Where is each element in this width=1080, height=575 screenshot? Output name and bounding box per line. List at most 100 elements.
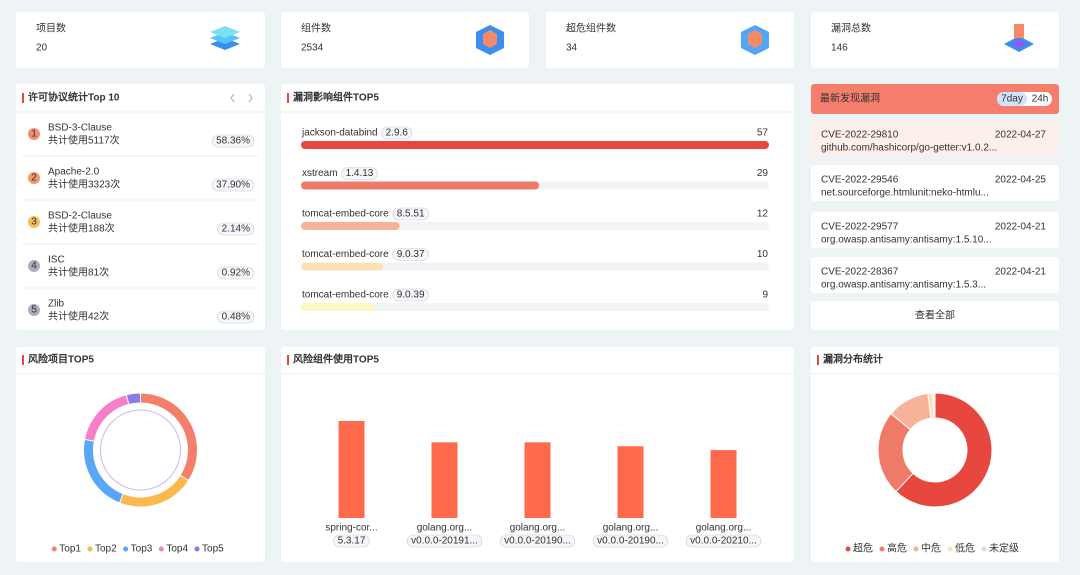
track xyxy=(301,303,769,311)
track xyxy=(301,262,769,271)
rank: 2 xyxy=(31,173,37,184)
pill xyxy=(392,288,429,302)
pill-text: 1.4.13 xyxy=(346,168,374,179)
component-name: xstream xyxy=(302,168,338,179)
pill-text: 8.5.51 xyxy=(397,209,425,220)
legend-dot xyxy=(194,546,200,552)
stat-value: 20 xyxy=(36,43,48,54)
legend-label: 低危 xyxy=(955,542,975,555)
card xyxy=(16,12,265,68)
legend-label: Top5 xyxy=(202,544,224,555)
vuln-item[interactable] xyxy=(811,257,1059,293)
license-usage: 共计使用81次 xyxy=(48,266,109,279)
pill-text: 5.3.17 xyxy=(338,536,366,547)
bar xyxy=(524,442,551,518)
pill-text: 58.36% xyxy=(216,136,250,147)
legend-label: Top1 xyxy=(59,544,81,555)
x-tick-label: golang.org... xyxy=(603,523,659,534)
progress-bar xyxy=(301,181,540,190)
icon xyxy=(210,26,240,50)
inner-ring xyxy=(100,409,181,491)
progress-bar xyxy=(301,141,769,149)
rank: 1 xyxy=(31,129,37,140)
pill-text: v0.0.0-20191... xyxy=(411,536,478,547)
progress-bar xyxy=(301,303,375,311)
legend-dot xyxy=(845,546,851,552)
card xyxy=(546,12,794,68)
card xyxy=(281,12,529,68)
component-name: tomcat-embed-core xyxy=(302,249,389,260)
vuln-date: 2022-04-25 xyxy=(995,175,1047,186)
title-marker xyxy=(817,355,819,365)
legend-dot xyxy=(981,546,987,552)
rank-badge xyxy=(28,172,40,184)
vuln-item[interactable] xyxy=(811,165,1059,201)
legend-dot xyxy=(913,546,919,552)
title-marker xyxy=(287,355,289,365)
tab[interactable]: 7day xyxy=(1001,94,1023,105)
legend-dot xyxy=(158,546,164,552)
license-usage: 共计使用188次 xyxy=(48,222,115,235)
section-title: 风险组件使用TOP5 xyxy=(293,353,379,366)
pill-text: 2.9.6 xyxy=(386,128,409,139)
view-all[interactable]: 查看全部 xyxy=(915,309,955,322)
component-count: 10 xyxy=(757,249,769,260)
pill xyxy=(217,266,255,280)
vuln-package: github.com/hashicorp/go-getter:v1.0.2... xyxy=(821,143,997,154)
pill xyxy=(392,248,429,261)
vuln-package: org.owasp.antisamy:antisamy:1.5.10... xyxy=(821,235,992,246)
legend-dot xyxy=(51,546,57,552)
card xyxy=(811,347,1059,562)
vuln-id: CVE-2022-29577 xyxy=(821,222,899,233)
progress-bar xyxy=(301,262,384,271)
view-all-button[interactable] xyxy=(811,301,1059,330)
stat-label: 组件数 xyxy=(301,22,331,35)
legend-label: 高危 xyxy=(887,542,907,555)
vuln-item[interactable] xyxy=(811,212,1059,248)
component-count: 12 xyxy=(757,209,769,220)
latest-title: 最新发现漏洞 xyxy=(820,92,880,105)
pill-text: v0.0.0-20190... xyxy=(504,536,571,547)
x-tick-label: golang.org... xyxy=(696,523,752,534)
pill xyxy=(211,178,255,192)
rank-badge xyxy=(28,216,40,228)
component-count: 9 xyxy=(762,290,768,301)
bar xyxy=(431,442,458,518)
vuln-date: 2022-04-27 xyxy=(995,130,1047,141)
pill-text: 0.92% xyxy=(222,268,250,279)
title-marker xyxy=(22,93,24,103)
pill xyxy=(217,310,255,324)
license-usage: 共计使用5117次 xyxy=(48,134,120,147)
component-name: tomcat-embed-core xyxy=(302,209,389,220)
stat-label: 超危组件数 xyxy=(566,22,616,35)
rank-badge xyxy=(28,128,40,140)
legend-label: Top2 xyxy=(95,544,117,555)
legend-label: 未定级 xyxy=(989,542,1019,555)
tab[interactable]: 24h xyxy=(1032,94,1049,105)
license-usage: 共计使用42次 xyxy=(48,310,109,323)
icon xyxy=(741,25,769,55)
stat-value: 146 xyxy=(831,43,848,54)
x-tick-label: golang.org... xyxy=(510,523,566,534)
pager-arrows[interactable] xyxy=(230,93,253,103)
card xyxy=(811,12,1059,68)
legend-dot xyxy=(123,546,129,552)
legend-dot xyxy=(87,546,93,552)
vuln-id: CVE-2022-29546 xyxy=(821,175,899,186)
rank: 3 xyxy=(31,217,37,228)
license-name: Zlib xyxy=(48,299,65,310)
pill xyxy=(499,534,576,548)
vuln-id: CVE-2022-29810 xyxy=(821,130,899,141)
vuln-item[interactable] xyxy=(811,120,1059,156)
pill xyxy=(211,134,255,148)
license-name: BSD-3-Clause xyxy=(48,123,112,134)
legend-dot xyxy=(947,546,953,552)
stat-value: 2534 xyxy=(301,43,324,54)
vuln-package: net.sourceforge.htmlunit:neko-htmlu... xyxy=(821,188,989,199)
pill xyxy=(217,222,255,236)
stat-value: 34 xyxy=(566,43,578,54)
pill-text: 37.90% xyxy=(216,180,250,191)
title-marker xyxy=(22,355,24,365)
